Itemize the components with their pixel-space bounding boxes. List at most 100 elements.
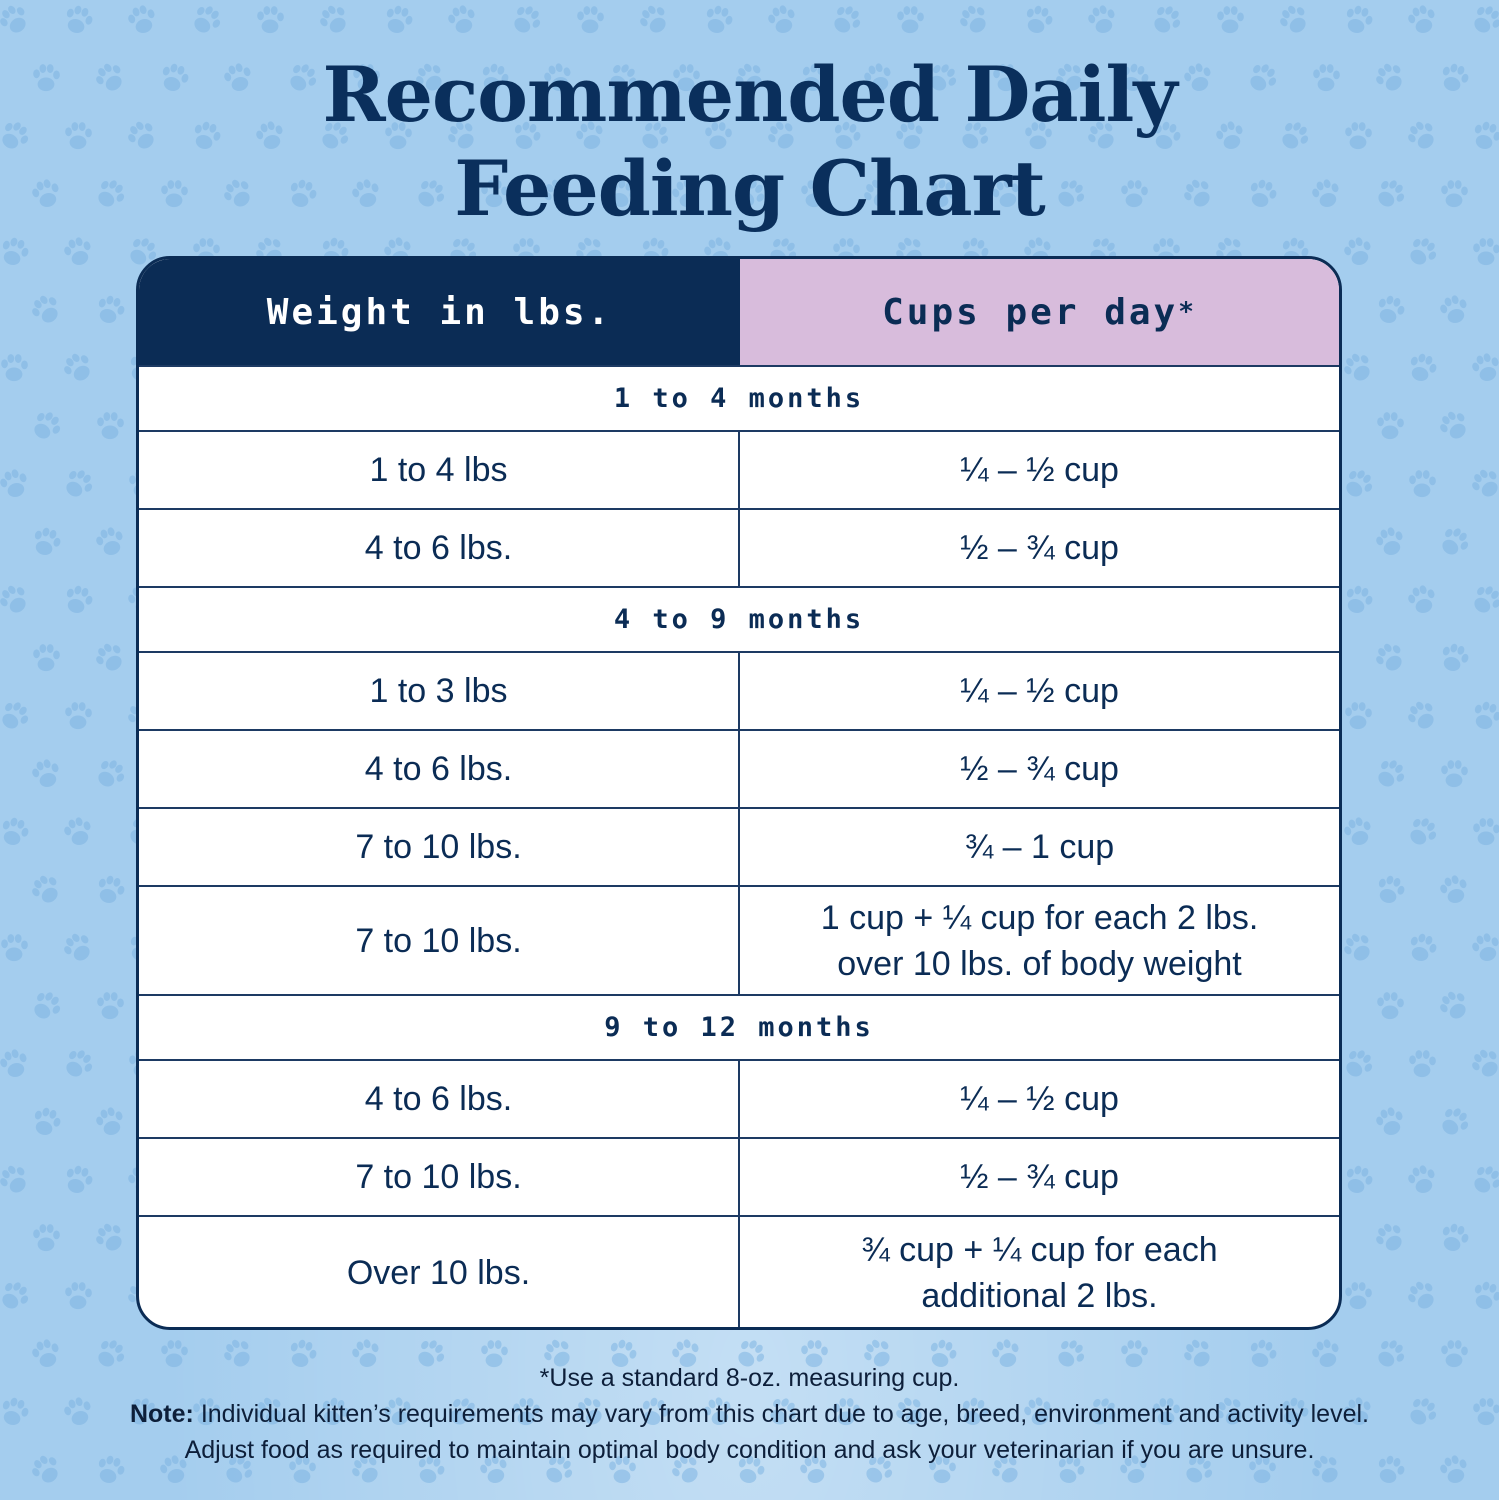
paw-print-icon (1467, 1, 1499, 39)
paw-print-icon (187, 1, 226, 39)
title-line-1: Recommended Daily (322, 50, 1177, 139)
paw-print-icon (0, 1046, 32, 1081)
paw-print-icon (33, 1224, 60, 1252)
paw-print-icon (1341, 234, 1376, 269)
header-weight: Weight in lbs. (139, 259, 740, 365)
paw-print-icon (1339, 465, 1378, 503)
paw-print-icon (1409, 470, 1436, 498)
paw-print-icon (1373, 524, 1408, 559)
paw-print-icon (1405, 350, 1440, 385)
paw-print-icon (93, 1104, 128, 1139)
paw-print-icon (577, 6, 604, 34)
cups-cell: ¼ – ½ cup (960, 672, 1119, 710)
table-row: 1 to 3 lbs ¼ – ½ cup (139, 651, 1339, 729)
cups-cell: ¾ cup + ¼ cup for each additional 2 lbs. (740, 1217, 1339, 1327)
paw-print-icon (91, 1218, 129, 1257)
weight-cell: 7 to 10 lbs. (139, 887, 740, 994)
header-asterisk: * (1178, 297, 1197, 327)
paw-print-icon (61, 582, 96, 617)
table-row: 7 to 10 lbs. ¾ – 1 cup (139, 807, 1339, 885)
paw-print-icon (33, 644, 60, 672)
measuring-cup-note: *Use a standard 8-oz. measuring cup. (539, 1364, 960, 1392)
paw-print-icon (1341, 814, 1376, 849)
paw-print-icon (1373, 1104, 1408, 1139)
paw-print-icon (1469, 1278, 1499, 1313)
paw-print-icon (125, 2, 160, 37)
cups-line-1: 1 cup + ¼ cup for each 2 lbs. (820, 898, 1259, 937)
paw-print-icon (955, 0, 993, 39)
paw-print-icon (1373, 872, 1408, 907)
cups-cell: ½ – ¾ cup (960, 529, 1119, 567)
paw-print-icon (91, 638, 129, 677)
paw-print-icon (1339, 928, 1377, 967)
paw-print-icon (27, 987, 66, 1025)
paw-print-icon (1435, 406, 1473, 445)
paw-print-icon (91, 755, 130, 793)
table-row: 4 to 6 lbs. ½ – ¾ cup (139, 508, 1339, 586)
section-row-4-to-9-months: 4 to 9 months (139, 586, 1339, 651)
section-row-9-to-12-months: 9 to 12 months (139, 994, 1339, 1059)
adjustment-note: Adjust food as required to maintain opti… (184, 1436, 1315, 1464)
paw-print-icon (1473, 818, 1499, 846)
paw-print-icon (1469, 350, 1499, 385)
table-row: 7 to 10 lbs. 1 cup + ¼ cup for each 2 lb… (139, 885, 1339, 994)
cups-line-2: over 10 lbs. of body weight (837, 944, 1242, 983)
cups-line-1: ¾ cup + ¼ cup for each (861, 1231, 1218, 1269)
weight-cell: Over 10 lbs. (139, 1217, 740, 1327)
paw-print-icon (61, 1162, 96, 1197)
paw-print-icon (1405, 930, 1440, 965)
paw-print-icon (59, 1045, 98, 1083)
section-label: 1 to 4 months (613, 383, 865, 414)
header-cups: Cups per day * (740, 259, 1339, 365)
paw-print-icon (1437, 872, 1472, 907)
paw-print-icon (61, 234, 96, 269)
paw-print-icon (97, 992, 124, 1020)
paw-print-icon (1341, 1162, 1376, 1197)
paw-print-icon (765, 2, 800, 37)
cups-line-2: additional 2 lbs. (921, 1277, 1158, 1315)
paw-print-icon (59, 348, 97, 387)
paw-print-icon (1469, 930, 1499, 965)
paw-print-icon (0, 466, 32, 501)
paw-print-icon (65, 702, 92, 730)
weight-cell: 4 to 6 lbs. (139, 1061, 740, 1137)
paw-print-icon (27, 407, 66, 445)
paw-print-icon (1403, 233, 1442, 271)
table-header: Weight in lbs. Cups per day * (139, 259, 1339, 365)
cups-cell: ¾ – 1 cup (964, 828, 1115, 866)
paw-print-icon (1, 934, 28, 962)
paw-print-icon (1371, 1218, 1409, 1257)
paw-print-icon (59, 928, 97, 967)
paw-print-icon (29, 756, 64, 791)
paw-print-icon (1435, 523, 1474, 561)
paw-print-icon (0, 697, 34, 735)
paw-print-icon (1275, 0, 1313, 39)
paw-print-icon (1371, 638, 1409, 677)
note-label: Note: (129, 1400, 194, 1428)
paw-print-icon (1473, 238, 1499, 266)
paw-print-icon (1469, 698, 1499, 733)
cups-cell: ¼ – ½ cup (960, 451, 1119, 489)
footnotes: *Use a standard 8-oz. measuring cup. Not… (0, 1360, 1499, 1468)
table-row: 7 to 10 lbs. ½ – ¾ cup (139, 1137, 1339, 1215)
paw-print-icon (1437, 292, 1472, 327)
paw-print-icon (93, 524, 128, 559)
paw-print-icon (1467, 1044, 1499, 1083)
paw-print-icon (1467, 581, 1499, 619)
paw-print-icon (1085, 2, 1120, 37)
note-text: Individual kitten’s requirements may var… (193, 1400, 1369, 1428)
paw-print-icon (1467, 464, 1499, 503)
paw-print-icon (1021, 2, 1056, 37)
paw-print-icon (1467, 1161, 1499, 1199)
paw-print-icon (1405, 582, 1440, 617)
weight-cell: 1 to 4 lbs (139, 432, 740, 508)
paw-print-icon (1435, 986, 1473, 1025)
paw-print-icon (65, 1282, 92, 1310)
paw-print-icon (1409, 1050, 1436, 1078)
paw-print-icon (897, 6, 924, 34)
paw-print-icon (27, 870, 65, 909)
paw-print-icon (93, 872, 128, 907)
cups-cell: ½ – ¾ cup (960, 750, 1119, 788)
paw-print-icon (1339, 348, 1377, 387)
